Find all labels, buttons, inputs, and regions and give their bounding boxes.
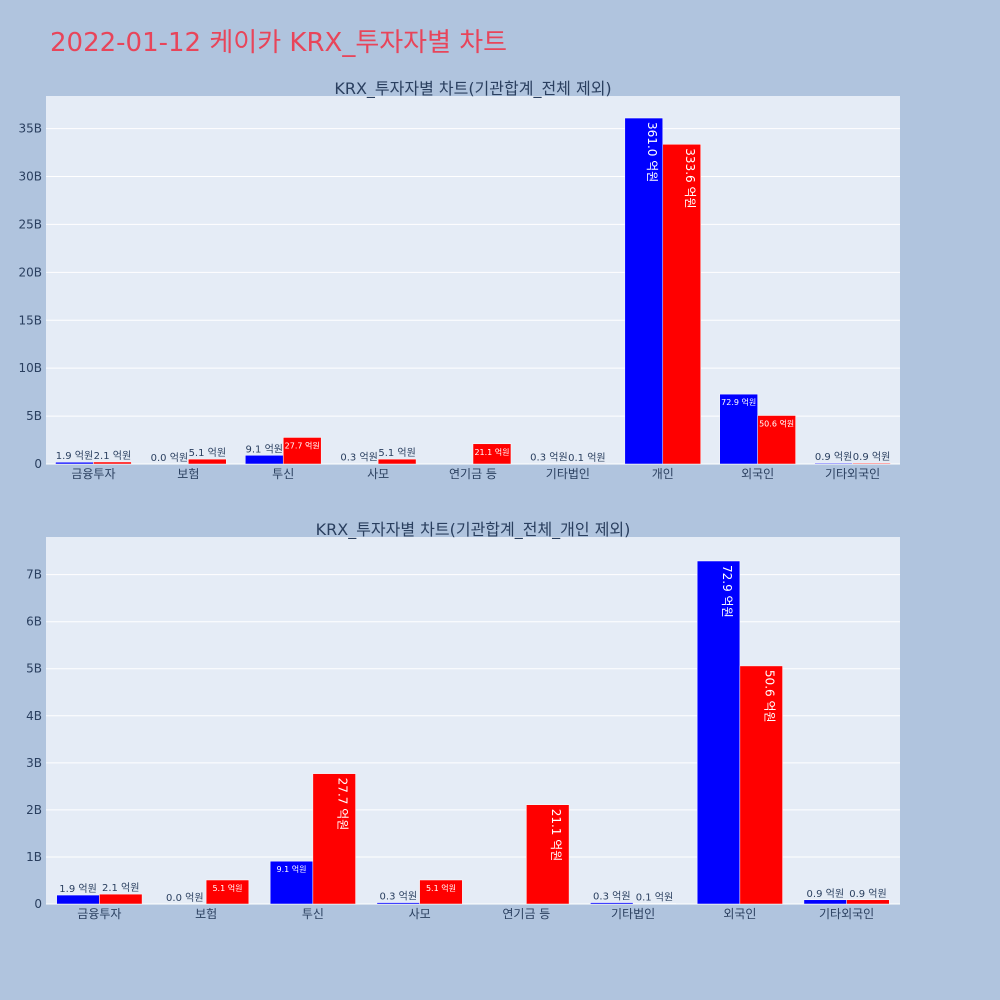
bar-data-label: 5.1 억원 [189, 447, 226, 459]
x-tick-label: 보험 [177, 467, 199, 481]
x-tick-label: 기타법인 [611, 907, 655, 921]
bar [739, 665, 783, 905]
y-tick-label: 2B [26, 803, 42, 817]
bar [377, 458, 417, 465]
y-tick-label: 25B [18, 217, 42, 231]
bar-data-label: 0.9 억원 [815, 451, 852, 463]
bar-data-label: 2.1 억원 [102, 882, 139, 894]
bar [56, 894, 100, 905]
y-tick-label: 1B [26, 850, 42, 864]
x-tick-label: 금융투자 [71, 467, 115, 481]
bar [590, 902, 634, 905]
bar [282, 437, 322, 465]
bar [245, 455, 284, 465]
bar-data-label: 27.7 억원 [336, 778, 350, 831]
chart-title: KRX_투자자별 차트(기관합계_전체 제외) [334, 79, 611, 99]
y-tick-label: 30B [18, 170, 42, 184]
bar-data-label: 0.3 억원 [380, 891, 417, 903]
bar-data-label: 72.9 억원 [721, 397, 756, 407]
x-tick-label: 외국인 [723, 907, 756, 921]
y-tick-label: 5B [26, 409, 42, 423]
bar-data-label: 0.1 억원 [636, 892, 673, 904]
page-title: 2022-01-12 케이카 KRX_투자자별 차트 [50, 28, 508, 58]
bar [419, 879, 463, 905]
bar-data-label: 21.1 억원 [549, 809, 563, 862]
bar [662, 144, 701, 465]
x-tick-label: 연기금 등 [449, 467, 497, 481]
bar [188, 458, 227, 465]
bar-data-label: 72.9 억원 [720, 565, 734, 618]
x-tick-label: 사모 [409, 907, 431, 921]
bar [376, 902, 420, 905]
chart-bottom: 0 1B 2B 3B 4B 5B 6B 7B KRX_투자자별 차트(기관합계_전체_개인 제외… [26, 520, 900, 921]
y-tick-label: 5B [26, 662, 42, 676]
x-tick-label: 연기금 등 [502, 907, 550, 921]
bar-data-label: 0.3 억원 [340, 452, 377, 464]
y-tick-label: 15B [18, 313, 42, 327]
bar-data-label: 21.1 억원 [474, 447, 509, 457]
bar-data-label: 0.1 억원 [568, 452, 605, 464]
bar-data-label: 0.0 억원 [166, 892, 203, 904]
bar [472, 443, 512, 465]
y-tick-label: 6B [26, 615, 42, 629]
bar [757, 415, 796, 465]
chart-top: 0 5B 10B 15B 20B 25B 30B 35B KRX_투자자별 차트(기관합계_전체… [18, 79, 900, 481]
bar-data-label: 361.0 억원 [645, 122, 659, 182]
bar [55, 461, 94, 465]
bar [814, 462, 853, 465]
y-tick-label: 0 [34, 897, 42, 911]
x-tick-label: 투신 [272, 467, 294, 481]
bar [99, 893, 143, 905]
x-tick-label: 보험 [195, 907, 217, 921]
bar-data-label: 50.6 억원 [759, 419, 794, 429]
bar [269, 860, 314, 905]
x-tick-label: 기타외국인 [819, 907, 874, 921]
bar-data-label: 27.7 억원 [285, 440, 320, 450]
bar-data-label: 0.3 억원 [530, 452, 567, 464]
x-tick-label: 투신 [302, 907, 324, 921]
y-tick-label: 10B [18, 361, 42, 375]
x-tick-label: 외국인 [741, 467, 774, 481]
y-tick-label: 20B [18, 265, 42, 279]
bar [526, 804, 570, 905]
bar-data-label: 333.6 억원 [683, 148, 697, 208]
bar-data-label: 0.3 억원 [593, 891, 630, 903]
bar-data-label: 5.1 억원 [378, 447, 415, 459]
y-tick-label: 4B [26, 709, 42, 723]
x-tick-label: 금융투자 [77, 907, 121, 921]
bar-data-label: 0.9 억원 [849, 888, 886, 900]
y-tick-label: 0 [34, 457, 42, 471]
bar [93, 461, 132, 465]
bar [312, 773, 356, 905]
bar [852, 462, 891, 465]
bar-data-label: 0.9 억원 [853, 451, 890, 463]
bar-data-label: 0.0 억원 [151, 452, 188, 464]
bar-data-label: 5.1 억원 [426, 883, 456, 893]
x-tick-label: 개인 [652, 467, 674, 481]
plot-area [46, 96, 900, 464]
bar-data-label: 50.6 억원 [763, 670, 777, 723]
bar-data-label: 2.1 억원 [94, 450, 131, 462]
y-tick-label: 35B [18, 122, 42, 136]
x-tick-label: 기타법인 [546, 467, 590, 481]
x-tick-label: 사모 [367, 467, 389, 481]
chart-title: KRX_투자자별 차트(기관합계_전체_개인 제외) [316, 520, 631, 540]
bar [205, 879, 250, 905]
x-tick-label: 기타외국인 [825, 467, 880, 481]
bar-data-label: 5.1 억원 [212, 883, 242, 893]
bar-data-label: 9.1 억원 [246, 443, 283, 455]
bar [696, 560, 741, 905]
y-tick-label: 7B [26, 568, 42, 582]
bar-data-label: 0.9 억원 [807, 888, 844, 900]
bar [846, 899, 890, 905]
bar-data-label: 9.1 억원 [277, 864, 307, 874]
y-tick-label: 3B [26, 756, 42, 770]
bar-data-label: 1.9 억원 [56, 450, 93, 462]
bar [803, 899, 847, 905]
bar-data-label: 1.9 억원 [59, 883, 96, 895]
